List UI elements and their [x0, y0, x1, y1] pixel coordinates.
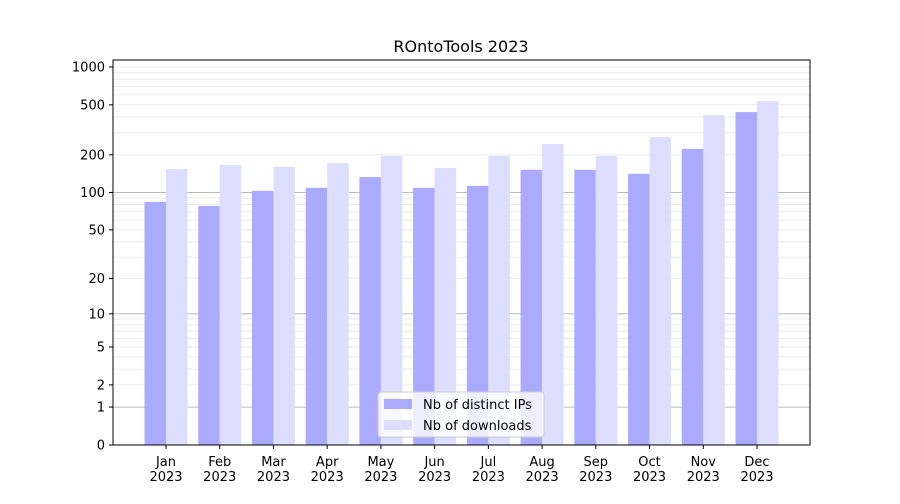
y-tick-label: 1000 [72, 60, 105, 75]
x-tick-label: Feb 2023 [203, 455, 236, 485]
bar-ips [520, 169, 543, 445]
chart-title: ROntoTools 2023 [393, 37, 528, 56]
x-tick-label: Dec 2023 [740, 455, 773, 485]
bar-ips [574, 169, 596, 445]
bar-ips [251, 190, 274, 445]
bar-downloads [757, 101, 779, 446]
bar-ips [466, 185, 489, 446]
bar-downloads [434, 167, 457, 445]
legend-box [377, 391, 545, 438]
y-tick-label: 50 [88, 223, 105, 238]
legend-swatch-ips [384, 399, 412, 409]
bar-downloads [219, 164, 242, 446]
bar-ips [198, 205, 220, 445]
x-tick-label: Apr 2023 [311, 455, 344, 485]
bar-downloads [542, 143, 564, 445]
bar-downloads [595, 155, 618, 446]
x-axis: Jan 2023 Feb 2023 Mar 2023 Apr 2023 May 2023 Jun 20… [149, 445, 774, 485]
legend-swatch-downloads [384, 420, 412, 430]
legend-label-ips: Nb of distinct IPs [423, 398, 532, 413]
y-tick-label: 20 [88, 272, 105, 287]
y-tick-label: 10 [88, 307, 105, 322]
bar-ips [628, 173, 650, 446]
x-tick-label: Sep 2023 [579, 455, 612, 485]
x-tick-label: Mar 2023 [257, 455, 290, 485]
y-tick-label: 5 [97, 340, 105, 355]
x-tick-label: Jul 2023 [472, 455, 505, 485]
x-tick-label: Oct 2023 [633, 455, 666, 485]
bar-ips [681, 148, 704, 445]
y-axis: 0 1 2 5 10 20 50 100 200 500 1000 [72, 60, 113, 454]
bar-downloads [380, 155, 403, 446]
y-tick-label: 2 [97, 378, 105, 393]
bar-downloads [703, 115, 725, 446]
x-tick-label: May 2023 [364, 455, 397, 485]
y-tick-label: 200 [80, 148, 105, 163]
bars [144, 101, 779, 446]
bar-downloads [166, 169, 188, 445]
y-tick-label: 500 [80, 98, 105, 113]
bar-ips [144, 201, 166, 445]
y-tick-label: 0 [97, 439, 105, 454]
bar-downloads [273, 166, 295, 445]
bar-downloads [649, 137, 672, 446]
legend-label-downloads: Nb of downloads [423, 419, 532, 434]
y-tick-label: 1 [97, 401, 105, 416]
bar-ips [305, 187, 328, 446]
x-tick-label: Aug 2023 [526, 455, 559, 485]
x-tick-label: Jan 2023 [149, 455, 182, 485]
bar-ips [413, 187, 435, 446]
bar-downloads [327, 163, 349, 446]
x-tick-label: Nov 2023 [687, 455, 720, 485]
y-tick-label: 100 [80, 186, 105, 201]
legend: Nb of distinct IPs Nb of downloads [377, 391, 545, 438]
bar-downloads [488, 155, 510, 446]
bar-ips [359, 177, 381, 446]
bar-ips [735, 112, 757, 445]
x-tick-label: Jun 2023 [418, 455, 451, 485]
plot-frame [112, 59, 811, 446]
